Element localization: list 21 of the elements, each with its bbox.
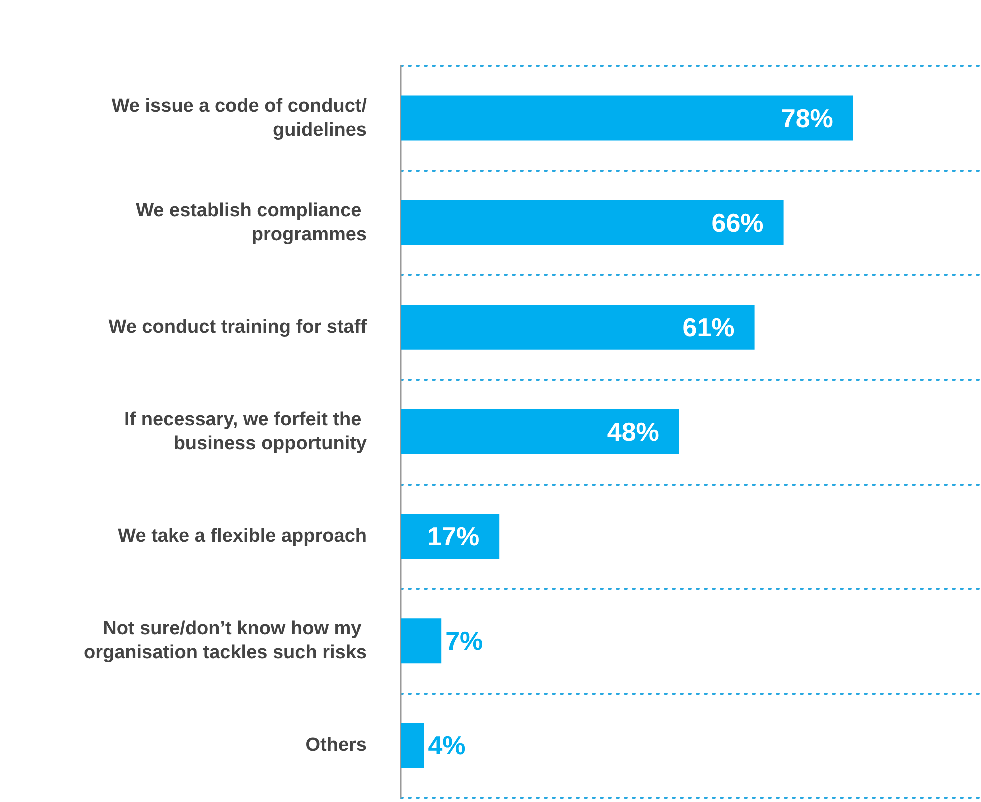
y-tick-label: We take a flexible approach (118, 526, 367, 548)
bar (401, 723, 424, 768)
bar (401, 200, 784, 246)
bar (401, 618, 442, 664)
y-tick-label: Not sure/don’t know how my organisation tackles such risks (84, 618, 367, 664)
y-tick-label: We conduct training for staff (108, 316, 368, 338)
bar (401, 410, 680, 454)
data-label: 61% (682, 312, 735, 342)
data-label: 78% (781, 103, 834, 134)
y-tick-label: We issue a code of conduct/guidelines (112, 96, 368, 141)
data-label: 4% (428, 730, 466, 761)
data-label: 17% (428, 522, 480, 552)
data-label: 48% (607, 417, 660, 447)
bar (401, 304, 755, 350)
y-tick-label: If necessary, we forfeit the business opportunity (124, 410, 368, 454)
bar (401, 514, 500, 560)
y-tick-label: Others (306, 735, 367, 756)
data-label: 7% (446, 626, 484, 656)
y-tick-label: We establish compliance programmes (136, 200, 367, 246)
data-label: 66% (712, 208, 764, 238)
bar (401, 96, 854, 141)
